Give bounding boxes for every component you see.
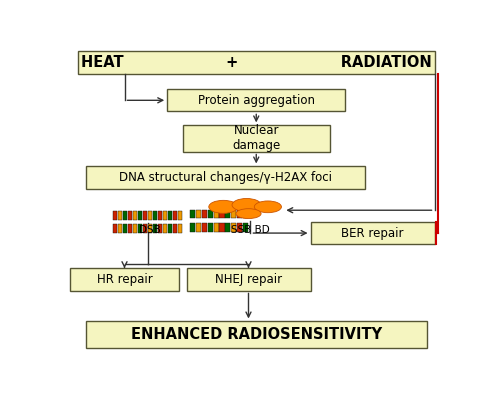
Bar <box>208 223 213 231</box>
Ellipse shape <box>236 209 261 219</box>
Bar <box>148 211 152 220</box>
Bar <box>123 225 127 233</box>
Bar <box>214 210 218 218</box>
Text: DSB: DSB <box>139 225 160 235</box>
Bar <box>138 211 142 220</box>
Text: HEAT                    +                    RADIATION: HEAT + RADIATION <box>81 55 432 70</box>
Bar <box>113 225 117 233</box>
Bar <box>190 223 196 231</box>
FancyBboxPatch shape <box>310 222 434 244</box>
Ellipse shape <box>232 198 261 211</box>
Bar <box>178 211 182 220</box>
Bar <box>152 225 157 233</box>
Bar <box>202 210 207 218</box>
Bar <box>162 211 167 220</box>
Bar <box>128 211 132 220</box>
Bar <box>152 211 157 220</box>
Text: ENHANCED RADIOSENSITIVITY: ENHANCED RADIOSENSITIVITY <box>130 327 382 342</box>
Bar <box>113 211 117 220</box>
Bar <box>220 223 224 231</box>
Bar <box>118 225 122 233</box>
Ellipse shape <box>209 200 238 213</box>
Bar <box>226 210 230 218</box>
FancyBboxPatch shape <box>70 268 179 290</box>
Bar <box>220 210 224 218</box>
Bar <box>162 225 167 233</box>
Bar <box>242 223 248 231</box>
Text: BER repair: BER repair <box>341 227 404 239</box>
Bar <box>172 225 177 233</box>
Bar <box>237 223 242 231</box>
FancyBboxPatch shape <box>167 89 346 111</box>
Bar <box>231 223 236 231</box>
Bar <box>148 225 152 233</box>
Bar <box>133 211 137 220</box>
FancyBboxPatch shape <box>78 51 434 74</box>
Bar <box>237 210 242 218</box>
Bar <box>202 223 207 231</box>
FancyBboxPatch shape <box>186 268 310 290</box>
Bar <box>158 225 162 233</box>
Bar <box>168 225 172 233</box>
Bar <box>226 223 230 231</box>
Bar <box>231 210 236 218</box>
FancyBboxPatch shape <box>182 125 330 152</box>
Bar <box>143 225 147 233</box>
Bar <box>196 210 202 218</box>
Bar <box>196 223 202 231</box>
Bar <box>242 210 248 218</box>
Bar <box>190 210 196 218</box>
Text: SSB BD: SSB BD <box>231 225 270 235</box>
Text: NHEJ repair: NHEJ repair <box>215 273 282 286</box>
Text: Nuclear
damage: Nuclear damage <box>232 124 280 152</box>
Bar <box>172 211 177 220</box>
Bar <box>178 225 182 233</box>
Bar <box>138 225 142 233</box>
FancyBboxPatch shape <box>86 321 427 348</box>
Bar <box>143 211 147 220</box>
Bar <box>214 223 218 231</box>
Bar <box>128 225 132 233</box>
Text: HR repair: HR repair <box>96 273 152 286</box>
Text: Protein aggregation: Protein aggregation <box>198 94 315 107</box>
Bar <box>133 225 137 233</box>
Bar <box>158 211 162 220</box>
Bar <box>123 211 127 220</box>
FancyBboxPatch shape <box>86 166 365 188</box>
Ellipse shape <box>254 201 281 213</box>
Bar <box>168 211 172 220</box>
Bar <box>118 211 122 220</box>
Bar <box>208 210 213 218</box>
Text: DNA structural changes/γ-H2AX foci: DNA structural changes/γ-H2AX foci <box>119 171 332 184</box>
